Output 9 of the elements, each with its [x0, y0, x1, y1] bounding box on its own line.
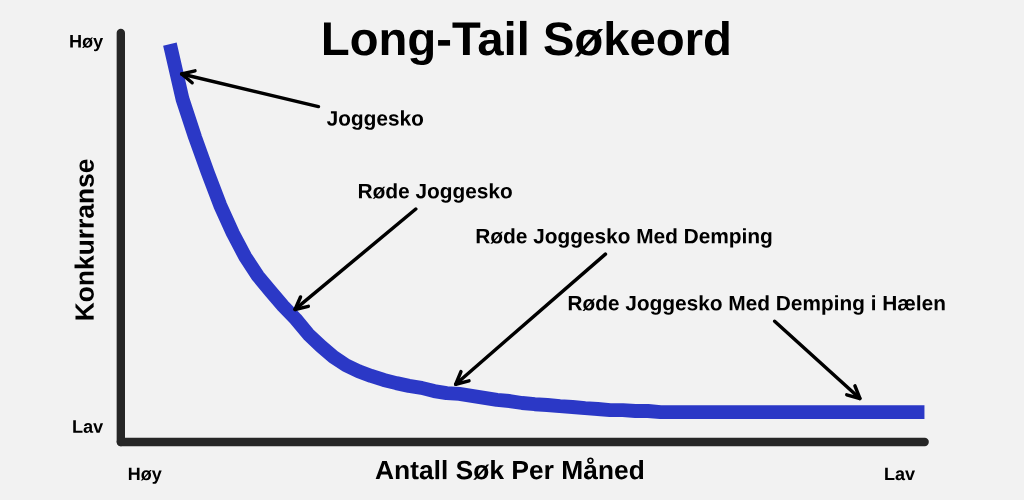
annotation: Røde Joggesko — [358, 183, 512, 203]
annotation: Røde Joggesko Med Demping i Hælen — [568, 295, 945, 315]
text: Lav — [73, 420, 104, 433]
y-axis-title: Konkurranse — [74, 159, 94, 320]
chart-title: Long-Tail Søkeord — [324, 20, 729, 66]
text: Høy — [70, 35, 104, 52]
annotation: Røde Joggesko Med Demping — [476, 228, 772, 248]
x-axis-title: Antall Søk Per Måned — [375, 457, 644, 480]
annotation: Joggesko — [326, 110, 424, 130]
